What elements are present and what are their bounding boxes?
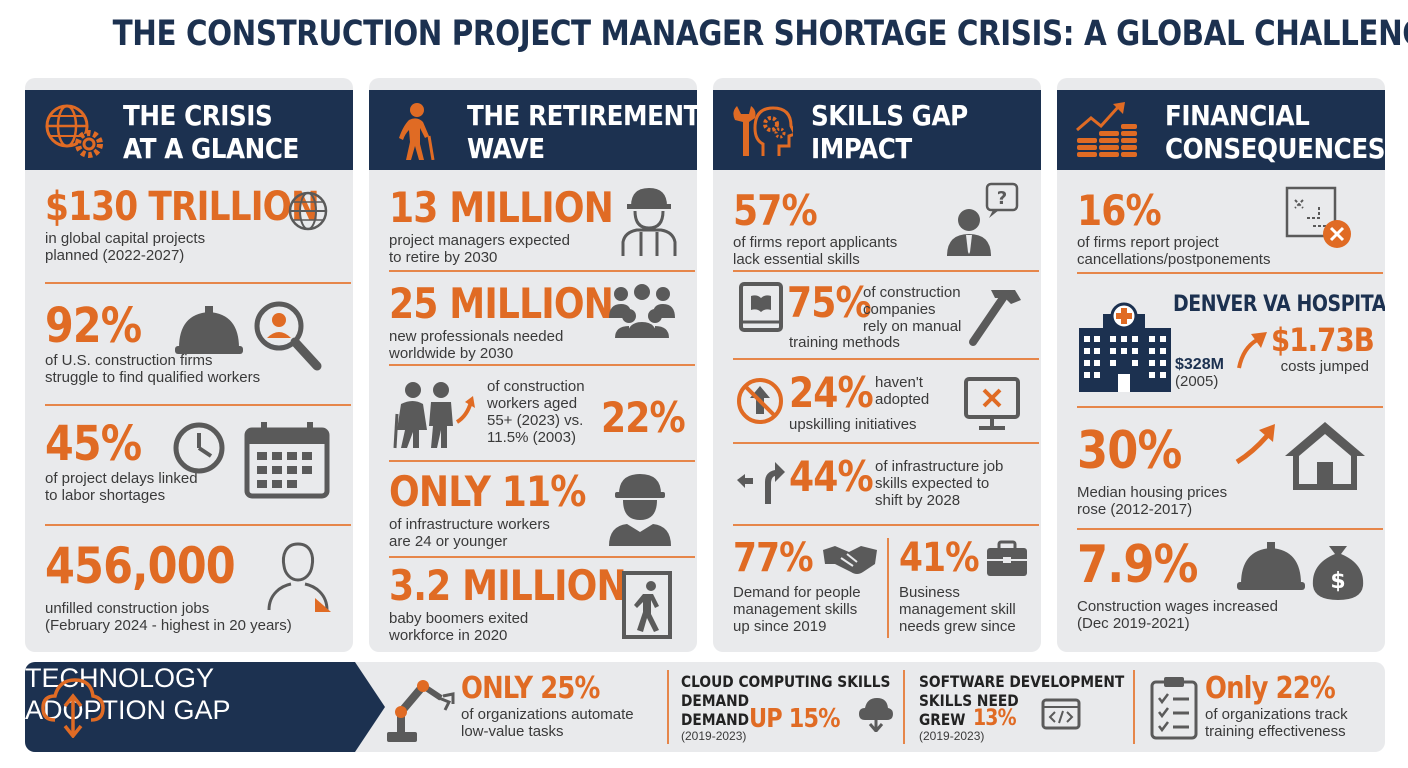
hospital-icon <box>1079 302 1171 392</box>
financial-header: FINANCIAL CONSEQUENCES <box>1057 90 1385 170</box>
stat-housing: 30% Median housing prices rose (2012-201… <box>1077 421 1228 518</box>
stat-shift-text: of infrastructure job skills expected to… <box>875 458 1004 509</box>
house-arrow-icon <box>1235 422 1365 490</box>
no-upskill-icon <box>737 378 783 424</box>
cancelled-plan-icon <box>1285 186 1351 248</box>
stat-business-mgmt: 41% Business management skill needs grew… <box>899 535 1016 635</box>
cost-increase-arrow-icon <box>1237 332 1267 369</box>
hospital-after: $1.73B costs jumped <box>1271 321 1375 375</box>
stat-young-workers: ONLY 11% of infrastructure workers are 2… <box>389 467 586 551</box>
financial-heading: FINANCIAL CONSEQUENCES <box>1165 99 1385 165</box>
stat-software-skills: SOFTWARE DEVELOPMENT SKILLS NEED GREW (2… <box>919 672 1125 743</box>
technology-bar: TECHNOLOGY ADOPTION GAP ONLY 25% of organ… <box>25 662 1385 752</box>
retirement-column: THE RETIREMENT WAVE 13 MILLION project ma… <box>369 78 697 652</box>
skills-heading: SKILLS GAP IMPACT <box>811 99 968 165</box>
stat-software-value: 13% <box>973 706 1017 731</box>
globe-gear-icon <box>45 104 103 158</box>
hardhat-magnifier-icon <box>175 301 322 371</box>
elderly-couple-icon <box>393 382 475 449</box>
svg-text:$: $ <box>1330 569 1345 594</box>
stat-no-upskill-value: 24% <box>789 368 874 417</box>
retirement-heading: THE RETIREMENT WAVE <box>467 99 697 165</box>
hospital-before: $328M (2005) <box>1175 356 1224 390</box>
stat-project-delays: 45% of project delays linked to labor sh… <box>45 416 198 504</box>
page-title: THE CONSTRUCTION PROJECT MANAGER SHORTAG… <box>112 14 1408 54</box>
stat-aged-55: of construction workers aged 55+ (2023) … <box>487 378 585 446</box>
stat-no-upskill-text2: upskilling initiatives <box>789 416 917 433</box>
stat-wages: 7.9% Construction wages increased (Dec 2… <box>1077 535 1278 632</box>
checklist-icon <box>1150 677 1198 740</box>
crisis-column: THE CRISIS AT A GLANCE $130 TRILLION in g… <box>25 78 353 652</box>
skills-header: SKILLS GAP IMPACT <box>713 90 1041 170</box>
hardhat-moneybag-icon: $ <box>1237 542 1364 600</box>
technology-header: TECHNOLOGY ADOPTION GAP <box>25 662 385 752</box>
stat-cloud-skills: CLOUD COMPUTING SKILLS DEMAND DEMAND (20… <box>681 672 891 743</box>
direction-arrows-icon <box>737 462 785 504</box>
cloud-download-icon <box>859 698 893 732</box>
hammer-icon <box>969 290 1021 346</box>
stat-firms-struggle: 92% of U.S. construction firms struggle … <box>45 298 261 386</box>
worker-icon <box>621 188 677 256</box>
crisis-heading: THE CRISIS AT A GLANCE <box>123 99 299 165</box>
elderly-person-icon <box>399 103 435 160</box>
clock-calendar-icon <box>173 422 330 499</box>
stat-no-upskill-text: haven't adopted <box>875 374 930 408</box>
stat-capital-projects: $130 TRILLION in global capital projects… <box>45 184 320 264</box>
skills-column: SKILLS GAP IMPACT 57% of firms report app… <box>713 78 1041 652</box>
person-silhouette-icon <box>267 542 331 612</box>
monitor-x-icon <box>964 377 1020 430</box>
stat-new-professionals: 25 MILLION new professionals needed worl… <box>389 279 614 363</box>
stat-manual-training-text2: training methods <box>789 334 900 351</box>
hospital-title: DENVER VA HOSPITAL <box>1173 292 1385 317</box>
stat-unfilled-jobs: 456,000 unfilled construction jobs (Febr… <box>45 537 292 634</box>
crisis-header: THE CRISIS AT A GLANCE <box>25 90 353 170</box>
stat-training-tracking: Only 22% of organizations track training… <box>1205 671 1348 741</box>
stat-manual-training-text: of construction companies rely on manual <box>863 284 962 335</box>
handshake-icon <box>823 546 877 574</box>
young-worker-icon <box>609 474 671 546</box>
stat-lack-skills: 57% of firms report applicants lack esse… <box>733 186 898 269</box>
person-question-icon: ? <box>947 182 1019 256</box>
stat-cancellations: 16% of firms report project cancellation… <box>1077 186 1271 269</box>
robot-arm-icon <box>387 680 455 742</box>
stat-automation: ONLY 25% of organizations automate low-v… <box>461 671 634 741</box>
financial-column: FINANCIAL CONSEQUENCES 16% of firms repor… <box>1057 78 1385 652</box>
briefcase-icon <box>987 540 1027 576</box>
cloud-upload-icon <box>41 678 105 738</box>
exit-door-icon <box>622 571 672 639</box>
retirement-header: THE RETIREMENT WAVE <box>369 90 697 170</box>
stat-people-mgmt: 77% Demand for people management skills … <box>733 535 861 635</box>
stat-cloud-value: UP 15% <box>749 704 841 734</box>
code-window-icon <box>1041 698 1081 730</box>
wrench-head-gears-icon <box>733 106 793 156</box>
stat-pm-retire: 13 MILLION project managers expected to … <box>389 183 614 267</box>
coins-chart-icon <box>1076 102 1137 157</box>
stat-manual-training-value: 75% <box>787 278 872 327</box>
stat-aged-55-value: 22% <box>601 393 686 442</box>
group-icon <box>609 284 675 338</box>
globe-icon <box>288 191 328 231</box>
book-icon <box>739 282 783 332</box>
stat-shift-value: 44% <box>789 452 874 501</box>
stat-baby-boomers: 3.2 MILLION baby boomers exited workforc… <box>389 561 627 645</box>
svg-text:?: ? <box>997 188 1007 209</box>
